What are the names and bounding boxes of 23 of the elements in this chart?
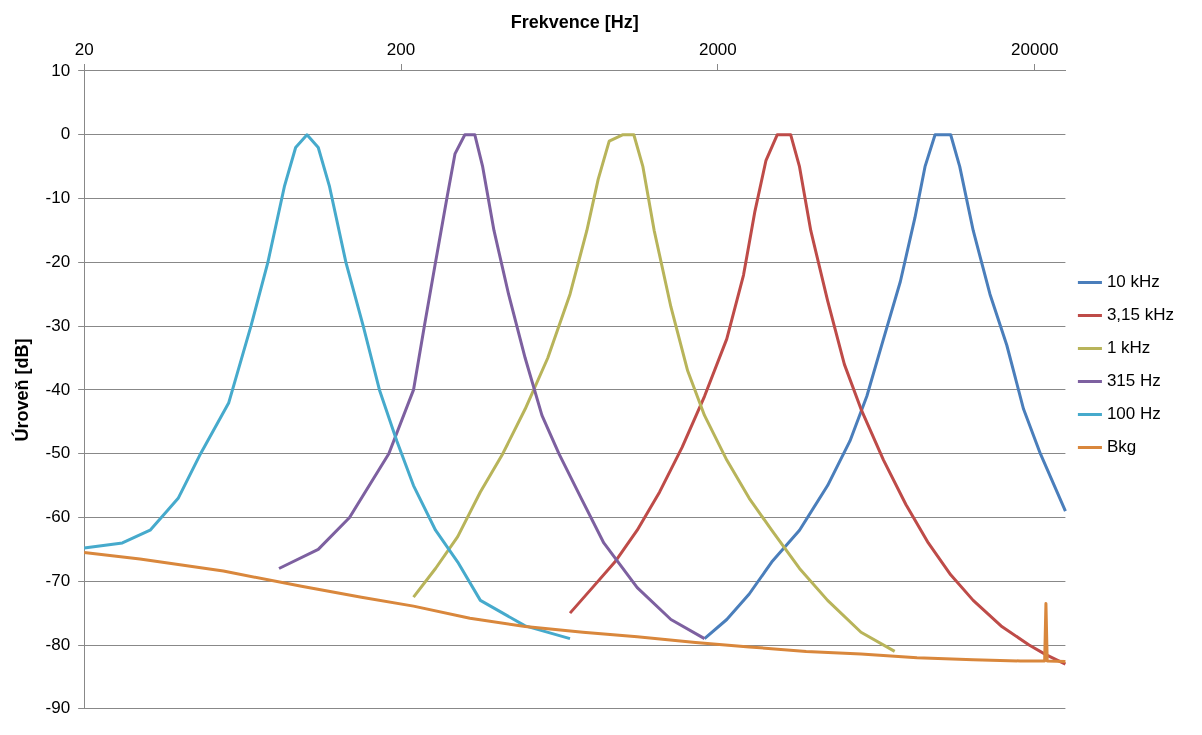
legend-label: Bkg xyxy=(1106,437,1137,457)
y-tick-label: -80 xyxy=(45,634,71,654)
y-tick-label: -40 xyxy=(45,379,71,399)
x-axis-title: Frekvence [Hz] xyxy=(510,11,639,32)
legend-label: 10 kHz xyxy=(1106,272,1160,292)
x-tick-label: 20000 xyxy=(1011,40,1059,60)
legend-label: 1 kHz xyxy=(1106,338,1151,358)
x-tick-label: 200 xyxy=(386,40,416,60)
y-axis-title: Úroveň [dB] xyxy=(10,338,32,442)
y-tick-label: 0 xyxy=(60,124,71,144)
x-tick-label: 2000 xyxy=(698,40,737,60)
legend-label: 3,15 kHz xyxy=(1106,305,1175,325)
y-tick-label: -70 xyxy=(45,570,71,590)
y-tick-label: -10 xyxy=(45,188,71,208)
y-tick-label: -50 xyxy=(45,443,71,463)
y-tick-label: -90 xyxy=(45,698,71,718)
y-tick-label: -30 xyxy=(45,315,71,335)
legend-label: 315 Hz xyxy=(1106,371,1161,391)
y-tick-label: -20 xyxy=(45,252,71,272)
x-tick-label: 20 xyxy=(74,40,94,60)
legend-label: 100 Hz xyxy=(1106,404,1161,424)
y-tick-label: 10 xyxy=(51,60,71,80)
y-tick-label: -60 xyxy=(45,507,71,527)
